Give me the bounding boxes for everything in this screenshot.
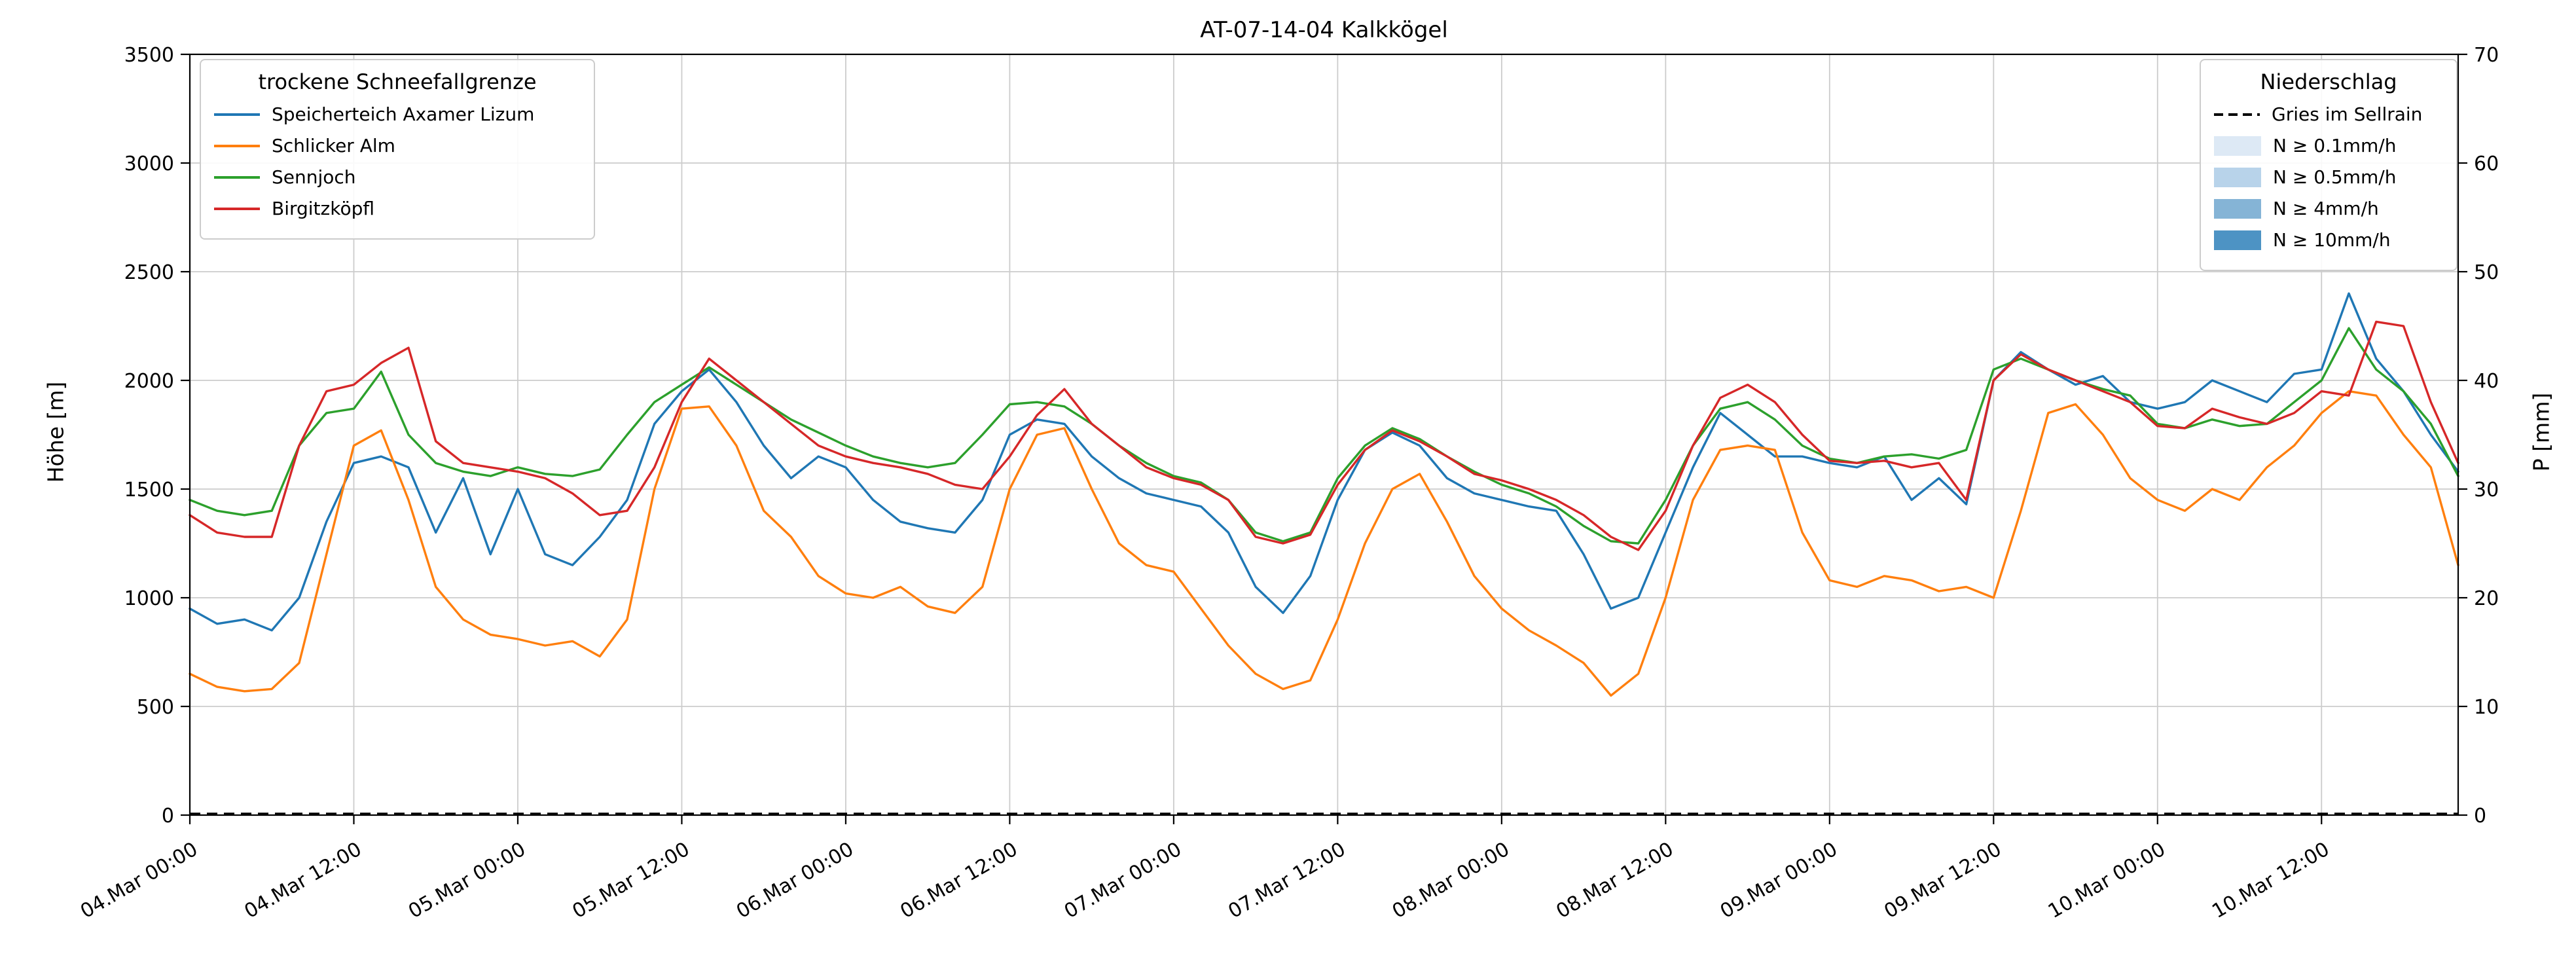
series-lines [189, 292, 2459, 697]
x-tick-label: 04.Mar 00:00 [77, 838, 202, 923]
x-tick-label: 07.Mar 00:00 [1061, 838, 1186, 923]
series-line-schlicker-alm [189, 390, 2459, 697]
legend-item-label: N ≥ 0.1mm/h [2273, 135, 2397, 156]
legend-item-gries-im-sellrain: Gries im Sellrain [2214, 103, 2443, 126]
y-tick-label-right: 60 [2474, 153, 2499, 175]
x-tick-label: 09.Mar 12:00 [1880, 838, 2005, 923]
y-tick-label-right: 70 [2474, 44, 2499, 67]
series-line-birgitzk-pfl [189, 320, 2459, 551]
x-tick-label: 06.Mar 00:00 [733, 838, 858, 923]
legend-precipitation-title: Niederschlag [2260, 69, 2397, 94]
legend-snowfall-items: Speicherteich Axamer Lizum Schlicker Alm S… [214, 103, 581, 220]
legend-patch-swatch [2214, 199, 2261, 219]
legend-line-swatch [214, 145, 260, 147]
y-tick-label-left: 3500 [124, 44, 174, 67]
x-tick-label: 10.Mar 12:00 [2208, 838, 2333, 923]
legend-item-sennjoch: Sennjoch [214, 166, 581, 189]
y-tick-label-left: 2500 [124, 261, 174, 284]
y-tick-label-right: 40 [2474, 370, 2499, 393]
y-tick-label-left: 2000 [124, 370, 174, 393]
x-tick-label: 10.Mar 00:00 [2044, 838, 2169, 923]
legend-patch-swatch [2214, 168, 2261, 187]
legend-line-swatch [214, 176, 260, 179]
y-tick-label-right: 50 [2474, 261, 2499, 284]
y-tick-label-left: 500 [137, 696, 174, 719]
legend-item-label: Sennjoch [272, 166, 356, 188]
x-tick-label: 05.Mar 00:00 [405, 838, 530, 923]
legend-precipitation-items: Gries im Sellrain N ≥ 0.1mm/h N ≥ 0.5mm/h N… [2214, 103, 2443, 251]
legend-item-n-0-1mm-h: N ≥ 0.1mm/h [2214, 135, 2443, 157]
legend-item-label: Schlicker Alm [272, 135, 395, 156]
y-tick-label-right: 0 [2474, 805, 2486, 828]
y-tick-label-left: 3000 [124, 153, 174, 175]
legend-item-label: N ≥ 0.5mm/h [2273, 166, 2397, 188]
legend-line-swatch [214, 113, 260, 116]
legend-item-n-0-5mm-h: N ≥ 0.5mm/h [2214, 166, 2443, 189]
legend-snowfall-title: trockene Schneefallgrenze [258, 69, 537, 94]
legend-item-speicherteich-axamer-lizum: Speicherteich Axamer Lizum [214, 103, 581, 126]
legend-line-swatch [214, 208, 260, 210]
legend-item-n-10mm-h: N ≥ 10mm/h [2214, 229, 2443, 251]
y-tick-label-right: 20 [2474, 587, 2499, 610]
legend-item-label: N ≥ 4mm/h [2273, 198, 2379, 219]
y-tick-label-right: 30 [2474, 479, 2499, 502]
legend-precipitation: Niederschlag Gries im Sellrain N ≥ 0.1mm/… [2200, 59, 2458, 271]
series-line-speicherteich-axamer-lizum [189, 292, 2459, 632]
legend-item-label: Speicherteich Axamer Lizum [272, 103, 535, 125]
x-tick-label: 06.Mar 12:00 [896, 838, 1021, 923]
y-tick-label-right: 10 [2474, 696, 2499, 719]
x-tick-label: 07.Mar 12:00 [1224, 838, 1349, 923]
legend-item-schlicker-alm: Schlicker Alm [214, 135, 581, 157]
legend-item-label: Gries im Sellrain [2272, 103, 2423, 125]
legend-item-n-4mm-h: N ≥ 4mm/h [2214, 198, 2443, 220]
legend-item-label: Birgitzköpfl [272, 198, 374, 219]
legend-snowfall-line: trockene Schneefallgrenze Speicherteich … [200, 59, 595, 240]
x-tick-label: 08.Mar 12:00 [1552, 838, 1677, 923]
legend-dashed-line-swatch [2214, 113, 2260, 116]
legend-item-birgitzk-pfl: Birgitzköpfl [214, 198, 581, 220]
chart-title: AT-07-14-04 Kalkkögel [1200, 17, 1448, 43]
legend-patch-swatch [2214, 136, 2261, 156]
legend-item-label: N ≥ 10mm/h [2273, 229, 2391, 251]
x-tick-label: 09.Mar 00:00 [1716, 838, 1841, 923]
x-tick-label: 04.Mar 12:00 [241, 838, 366, 923]
y-tick-label-left: 1000 [124, 587, 174, 610]
y-tick-label-left: 1500 [124, 479, 174, 502]
plot-frame [189, 53, 2459, 816]
x-tick-label: 08.Mar 00:00 [1388, 838, 1514, 923]
x-tick-label: 05.Mar 12:00 [568, 838, 693, 923]
y-tick-label-left: 0 [162, 805, 174, 828]
legend-patch-swatch [2214, 230, 2261, 250]
